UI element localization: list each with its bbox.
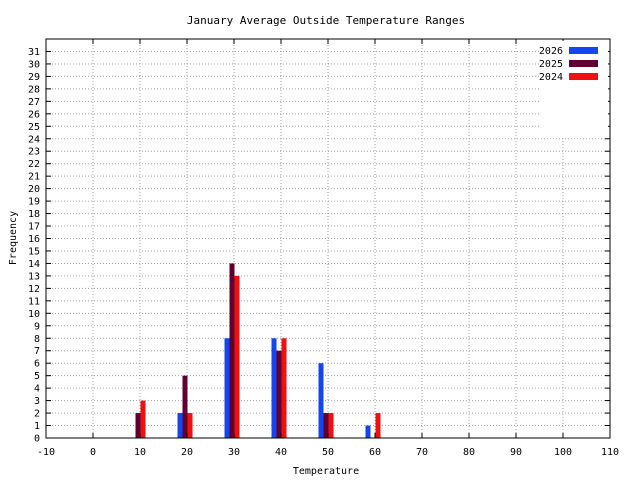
y-tick-label: 25 — [28, 122, 40, 133]
x-tick-label: 80 — [463, 447, 475, 458]
y-tick-label: 27 — [28, 97, 40, 108]
bars — [135, 263, 381, 438]
y-tick-label: 4 — [34, 384, 40, 395]
y-tick-label: 5 — [34, 371, 40, 382]
x-tick-label: 20 — [181, 447, 193, 458]
y-tick-label: 28 — [28, 84, 40, 95]
y-tick-label: 16 — [28, 234, 40, 245]
y-tick-label: 7 — [34, 346, 40, 357]
bar-2026-60 — [365, 425, 371, 438]
x-tick-label: 100 — [554, 447, 572, 458]
y-tick-label: 10 — [28, 309, 40, 320]
y-tick-label: 19 — [28, 197, 40, 208]
legend-swatch-2024 — [569, 73, 598, 80]
legend-label-2026: 2026 — [539, 46, 563, 57]
y-tick-label: 2 — [34, 409, 40, 420]
x-tick-label: 90 — [510, 447, 522, 458]
y-tick-label: 23 — [28, 147, 40, 158]
x-tick-label: 40 — [275, 447, 287, 458]
y-tick-label: 30 — [28, 59, 40, 70]
bar-2025-40 — [276, 350, 282, 438]
bar-2024-60 — [375, 413, 381, 438]
y-tick-label: 21 — [28, 172, 40, 183]
x-tick-label: 0 — [90, 447, 96, 458]
bar-2025-10 — [135, 413, 141, 438]
x-tick-label: 110 — [601, 447, 619, 458]
y-tick-label: 11 — [28, 296, 40, 307]
y-tick-label: 1 — [34, 421, 40, 432]
y-tick-label: 26 — [28, 109, 40, 120]
y-tick-label: 20 — [28, 184, 40, 195]
y-axis-label: Frequency — [8, 211, 19, 265]
bar-2024-40 — [281, 338, 287, 438]
legend-swatch-2026 — [569, 47, 598, 54]
legend-label-2025: 2025 — [539, 59, 563, 70]
y-tick-label: 9 — [34, 321, 40, 332]
y-tick-label: 31 — [28, 47, 40, 58]
bar-2026-20 — [177, 413, 183, 438]
bar-2024-50 — [328, 413, 334, 438]
x-tick-label: 70 — [416, 447, 428, 458]
x-tick-label: 50 — [322, 447, 334, 458]
y-tick-label: 8 — [34, 334, 40, 345]
y-tick-label: 18 — [28, 209, 40, 220]
y-tick-label: 17 — [28, 222, 40, 233]
bar-2025-20 — [182, 375, 188, 438]
bar-2025-50 — [323, 413, 329, 438]
x-tick-label: 30 — [228, 447, 240, 458]
y-tick-label: 0 — [34, 434, 40, 445]
chart-title: January Average Outside Temperature Rang… — [187, 14, 465, 27]
legend: 2026 2025 2024 — [539, 41, 608, 137]
plot-frame — [45, 38, 611, 439]
x-tick-label: 10 — [134, 447, 146, 458]
bar-2024-10 — [140, 400, 146, 438]
legend-label-2024: 2024 — [539, 72, 563, 83]
y-tick-label: 3 — [34, 396, 40, 407]
legend-box — [541, 41, 608, 137]
y-tick-label: 22 — [28, 159, 40, 170]
legend-swatch-2025 — [569, 60, 598, 67]
y-tick-label: 14 — [28, 259, 40, 270]
y-tick-label: 15 — [28, 246, 40, 257]
x-tick-label: 60 — [369, 447, 381, 458]
y-tick-label: 6 — [34, 359, 40, 370]
bar-2024-30 — [234, 275, 240, 438]
bar-2024-20 — [187, 413, 193, 438]
bar-2026-30 — [224, 338, 230, 438]
bar-2026-50 — [318, 363, 324, 438]
bar-2026-40 — [271, 338, 277, 438]
y-tick-label: 24 — [28, 134, 40, 145]
y-tick-label: 29 — [28, 72, 40, 83]
x-axis-label: Temperature — [293, 466, 359, 477]
x-tick-label: -10 — [37, 447, 55, 458]
grid — [46, 39, 610, 438]
bar-2025-30 — [229, 263, 235, 438]
y-tick-label: 12 — [28, 284, 40, 295]
axes: 0123456789101112131415161718192021222324… — [28, 39, 619, 458]
y-tick-label: 13 — [28, 271, 40, 282]
